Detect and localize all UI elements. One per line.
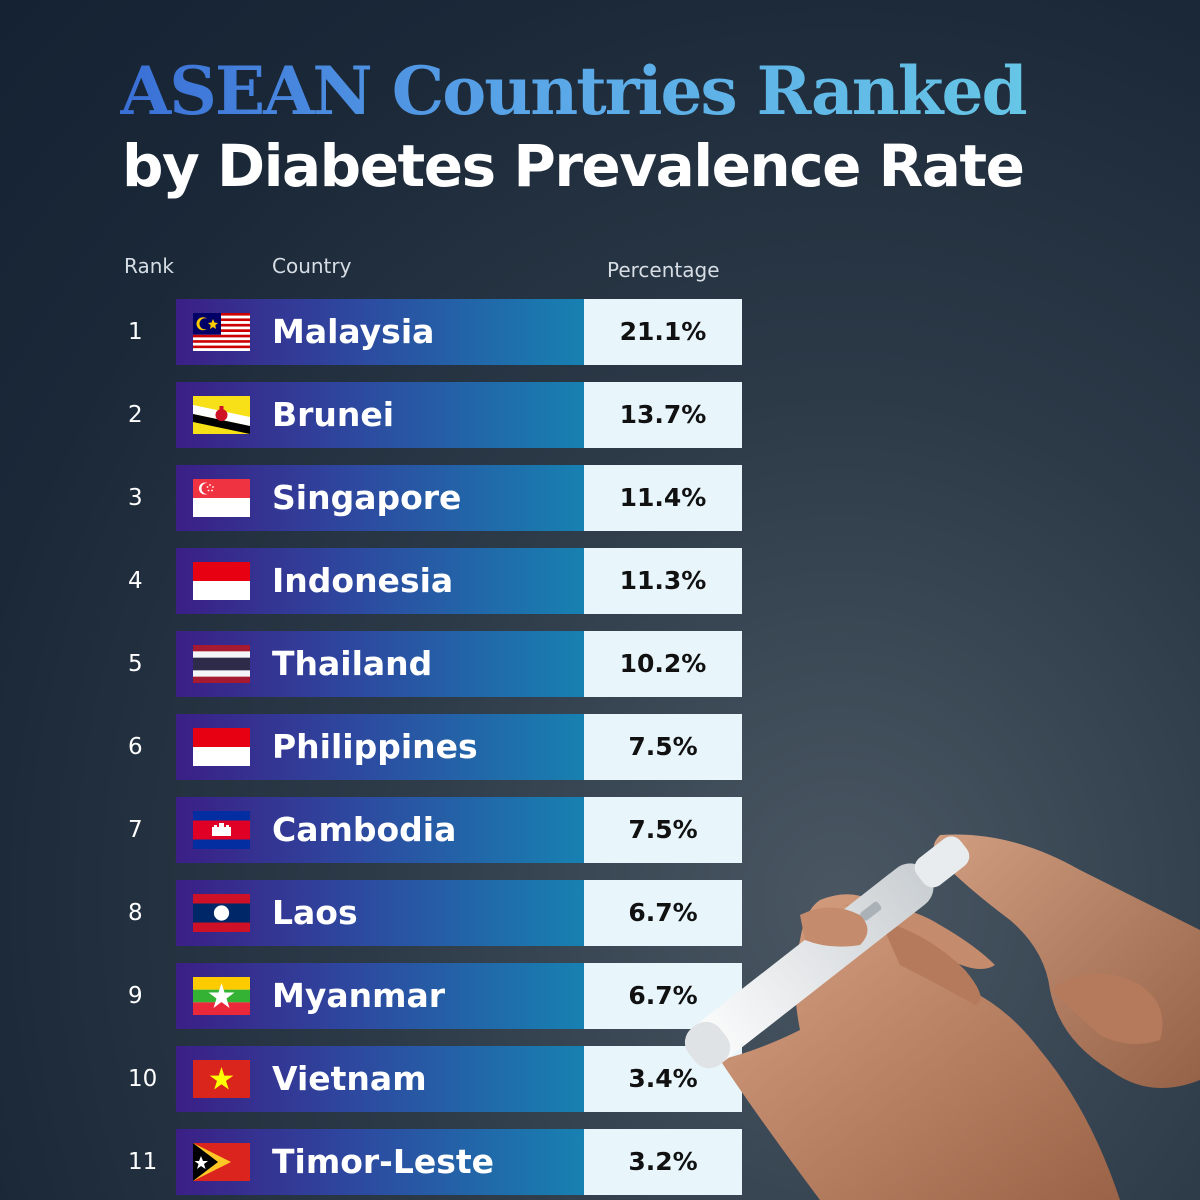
country-bar: Brunei bbox=[176, 382, 584, 448]
country-name: Malaysia bbox=[272, 312, 435, 351]
country-bar: Myanmar bbox=[176, 963, 584, 1029]
country-name: Indonesia bbox=[272, 561, 454, 600]
table-row: 6 Philippines 7.5% bbox=[0, 714, 760, 780]
country-name: Laos bbox=[272, 893, 358, 932]
rank-number: 7 bbox=[128, 817, 143, 843]
singapore-flag-icon bbox=[193, 479, 250, 517]
percentage-value: 11.4% bbox=[584, 465, 742, 531]
country-name: Singapore bbox=[272, 478, 462, 517]
percentage-value: 21.1% bbox=[584, 299, 742, 365]
country-name: Myanmar bbox=[272, 976, 446, 1015]
percentage-value: 3.2% bbox=[584, 1129, 742, 1195]
percentage-value: 13.7% bbox=[584, 382, 742, 448]
country-bar: Indonesia bbox=[176, 548, 584, 614]
percentage-value: 10.2% bbox=[584, 631, 742, 697]
country-name: Timor-Leste bbox=[272, 1142, 495, 1181]
thailand-flag-icon bbox=[193, 645, 250, 683]
rank-number: 10 bbox=[128, 1066, 158, 1092]
indonesia-flag-icon bbox=[193, 562, 250, 600]
country-bar: Singapore bbox=[176, 465, 584, 531]
table-row: 3 Singapore 11.4% bbox=[0, 465, 760, 531]
country-bar: Thailand bbox=[176, 631, 584, 697]
malaysia-flag-icon bbox=[193, 313, 250, 351]
rank-number: 5 bbox=[128, 651, 143, 677]
country-bar: Philippines bbox=[176, 714, 584, 780]
country-name: Brunei bbox=[272, 395, 395, 434]
country-name: Cambodia bbox=[272, 810, 457, 849]
brunei-flag-icon bbox=[193, 396, 250, 434]
rank-number: 1 bbox=[128, 319, 143, 345]
country-bar: Vietnam bbox=[176, 1046, 584, 1112]
rank-number: 3 bbox=[128, 485, 143, 511]
percentage-value: 7.5% bbox=[584, 797, 742, 863]
column-header-percentage: Percentage bbox=[607, 258, 720, 282]
chart-title-line1: ASEAN Countries Ranked bbox=[120, 52, 1028, 130]
table-row: 10 Vietnam 3.4% bbox=[0, 1046, 760, 1112]
percentage-value: 3.4% bbox=[584, 1046, 742, 1112]
percentage-value: 6.7% bbox=[584, 963, 742, 1029]
chart-title-line2: by Diabetes Prevalence Rate bbox=[122, 132, 1025, 200]
philippines-flag-icon bbox=[193, 728, 250, 766]
country-name: Thailand bbox=[272, 644, 433, 683]
column-header-country: Country bbox=[272, 254, 352, 278]
country-bar: Cambodia bbox=[176, 797, 584, 863]
country-name: Vietnam bbox=[272, 1059, 427, 1098]
rank-number: 9 bbox=[128, 983, 143, 1009]
percentage-value: 6.7% bbox=[584, 880, 742, 946]
table-row: 2 Brunei 13.7% bbox=[0, 382, 760, 448]
table-row: 8 Laos 6.7% bbox=[0, 880, 760, 946]
rank-number: 6 bbox=[128, 734, 143, 760]
rank-number: 2 bbox=[128, 402, 143, 428]
cambodia-flag-icon bbox=[193, 811, 250, 849]
myanmar-flag-icon bbox=[193, 977, 250, 1015]
percentage-value: 11.3% bbox=[584, 548, 742, 614]
table-row: 4 Indonesia 11.3% bbox=[0, 548, 760, 614]
country-bar: Laos bbox=[176, 880, 584, 946]
column-header-rank: Rank bbox=[124, 254, 174, 278]
percentage-value: 7.5% bbox=[584, 714, 742, 780]
rank-number: 4 bbox=[128, 568, 143, 594]
country-bar: Malaysia bbox=[176, 299, 584, 365]
country-name: Philippines bbox=[272, 727, 478, 766]
table-row: 5 Thailand 10.2% bbox=[0, 631, 760, 697]
table-row: 11 Timor-Leste 3.2% bbox=[0, 1129, 760, 1195]
timor-leste-flag-icon bbox=[193, 1143, 250, 1181]
table-row: 7 Cambodia 7.5% bbox=[0, 797, 760, 863]
laos-flag-icon bbox=[193, 894, 250, 932]
country-bar: Timor-Leste bbox=[176, 1129, 584, 1195]
table-row: 9 Myanmar 6.7% bbox=[0, 963, 760, 1029]
vietnam-flag-icon bbox=[193, 1060, 250, 1098]
rank-number: 11 bbox=[128, 1149, 158, 1175]
rank-number: 8 bbox=[128, 900, 143, 926]
table-row: 1 Malaysia 21.1% bbox=[0, 299, 760, 365]
